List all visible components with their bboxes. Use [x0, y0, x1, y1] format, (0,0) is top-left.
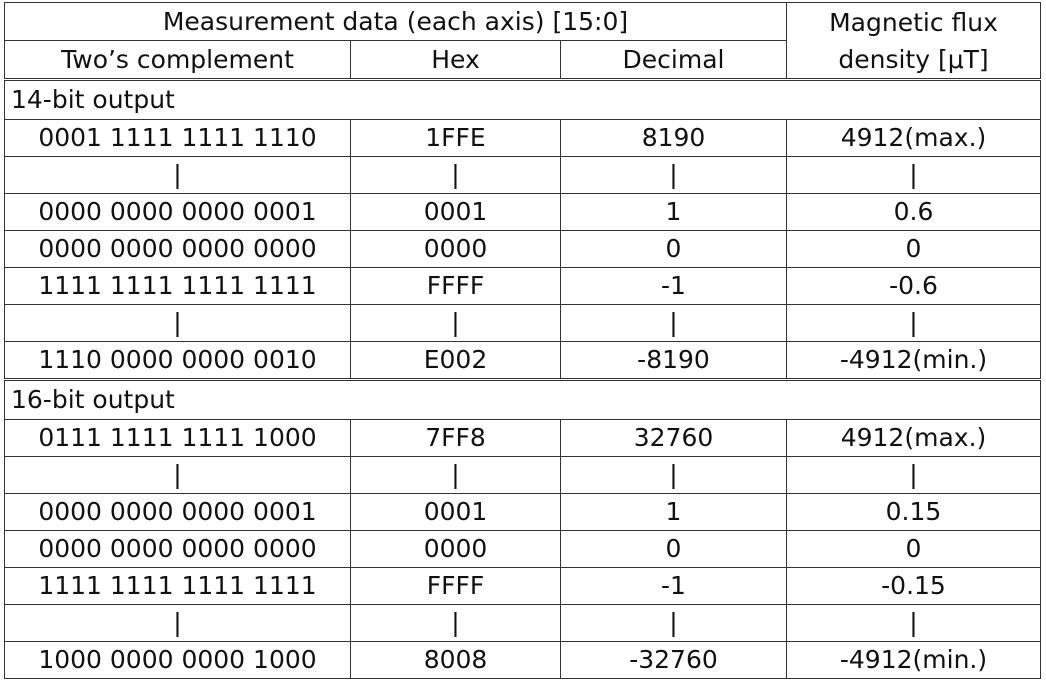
flux-cell: -0.15 — [786, 567, 1041, 605]
measurement-header: Measurement data (each axis) [15:0] — [4, 2, 787, 41]
flux-header: Magnetic flux density [μT] — [786, 2, 1041, 80]
flux-cell: 4912(max.) — [786, 119, 1041, 157]
table-row: 0000 0000 0000 0001 0001 1 0.6 — [4, 193, 1041, 231]
twos-complement-cell: 0001 1111 1111 1110 — [4, 119, 351, 157]
hex-cell: 0001 — [350, 493, 561, 531]
flux-cell: -4912(min.) — [786, 641, 1041, 679]
table-row: | | | | — [4, 456, 1041, 494]
decimal-cell: | — [560, 456, 787, 494]
flux-cell: -4912(min.) — [786, 341, 1041, 380]
flux-cell: 4912(max.) — [786, 419, 1041, 457]
table-row: 0000 0000 0000 0000 0000 0 0 — [4, 230, 1041, 268]
header-row-1: Measurement data (each axis) [15:0] Magn… — [4, 2, 1041, 80]
measurement-table: Measurement data (each axis) [15:0] Magn… — [4, 2, 1041, 679]
twos-complement-cell: 0000 0000 0000 0000 — [4, 230, 351, 268]
twos-complement-header: Two’s complement — [4, 40, 351, 80]
twos-complement-cell: 0000 0000 0000 0001 — [4, 493, 351, 531]
flux-cell: | — [786, 604, 1041, 642]
hex-cell: FFFF — [350, 267, 561, 305]
hex-cell: FFFF — [350, 567, 561, 605]
flux-cell: 0.6 — [786, 193, 1041, 231]
decimal-cell: 8190 — [560, 119, 787, 157]
flux-header-line-2: density [μT] — [838, 44, 989, 74]
decimal-cell: -8190 — [560, 341, 787, 380]
hex-cell: 0000 — [350, 530, 561, 568]
table-row: 1000 0000 0000 1000 8008 -32760 -4912(min.) — [4, 641, 1041, 679]
decimal-header: Decimal — [560, 40, 787, 80]
table-row: 0111 1111 1111 1000 7FF8 32760 4912(max.) — [4, 419, 1041, 457]
decimal-cell: 0 — [560, 230, 787, 268]
decimal-cell: 1 — [560, 193, 787, 231]
twos-complement-cell: 0111 1111 1111 1000 — [4, 419, 351, 457]
twos-complement-cell: | — [4, 456, 351, 494]
hex-cell: | — [350, 156, 561, 194]
decimal-cell: -1 — [560, 267, 787, 305]
flux-cell: 0.15 — [786, 493, 1041, 531]
twos-complement-cell: 1000 0000 0000 1000 — [4, 641, 351, 679]
flux-cell: -0.6 — [786, 267, 1041, 305]
table-row: 1111 1111 1111 1111 FFFF -1 -0.15 — [4, 567, 1041, 605]
hex-cell: | — [350, 304, 561, 342]
hex-cell: | — [350, 456, 561, 494]
hex-cell: 0000 — [350, 230, 561, 268]
flux-cell: | — [786, 456, 1041, 494]
table-row: | | | | — [4, 304, 1041, 342]
hex-cell: | — [350, 604, 561, 642]
decimal-cell: 32760 — [560, 419, 787, 457]
twos-complement-cell: 1111 1111 1111 1111 — [4, 267, 351, 305]
flux-cell: 0 — [786, 230, 1041, 268]
hex-cell: 8008 — [350, 641, 561, 679]
hex-cell: 7FF8 — [350, 419, 561, 457]
decimal-cell: 1 — [560, 493, 787, 531]
decimal-cell: | — [560, 156, 787, 194]
flux-cell: | — [786, 156, 1041, 194]
section-title: 14-bit output — [4, 78, 1041, 120]
decimal-cell: 0 — [560, 530, 787, 568]
twos-complement-cell: | — [4, 156, 351, 194]
twos-complement-cell: | — [4, 304, 351, 342]
table-row: | | | | — [4, 604, 1041, 642]
table-row: 0001 1111 1111 1110 1FFE 8190 4912(max.) — [4, 119, 1041, 157]
hex-cell: 1FFE — [350, 119, 561, 157]
section-header-row: 16-bit output — [4, 378, 1041, 420]
table-row: 0000 0000 0000 0001 0001 1 0.15 — [4, 493, 1041, 531]
twos-complement-cell: 0000 0000 0000 0000 — [4, 530, 351, 568]
decimal-cell: | — [560, 604, 787, 642]
header-row-2: Two’s complement Hex Decimal — [4, 40, 1041, 80]
flux-header-line-1: Magnetic flux — [829, 7, 998, 37]
hex-cell: E002 — [350, 341, 561, 380]
section-header-row: 14-bit output — [4, 78, 1041, 120]
hex-header: Hex — [350, 40, 561, 80]
section-title: 16-bit output — [4, 378, 1041, 420]
decimal-cell: -32760 — [560, 641, 787, 679]
table-row: 1111 1111 1111 1111 FFFF -1 -0.6 — [4, 267, 1041, 305]
twos-complement-cell: 1111 1111 1111 1111 — [4, 567, 351, 605]
table-row: 1110 0000 0000 0010 E002 -8190 -4912(min.) — [4, 341, 1041, 380]
table-row: | | | | — [4, 156, 1041, 194]
decimal-cell: -1 — [560, 567, 787, 605]
flux-cell: 0 — [786, 530, 1041, 568]
hex-cell: 0001 — [350, 193, 561, 231]
flux-cell: | — [786, 304, 1041, 342]
table-row: 0000 0000 0000 0000 0000 0 0 — [4, 530, 1041, 568]
twos-complement-cell: | — [4, 604, 351, 642]
twos-complement-cell: 1110 0000 0000 0010 — [4, 341, 351, 380]
decimal-cell: | — [560, 304, 787, 342]
twos-complement-cell: 0000 0000 0000 0001 — [4, 193, 351, 231]
